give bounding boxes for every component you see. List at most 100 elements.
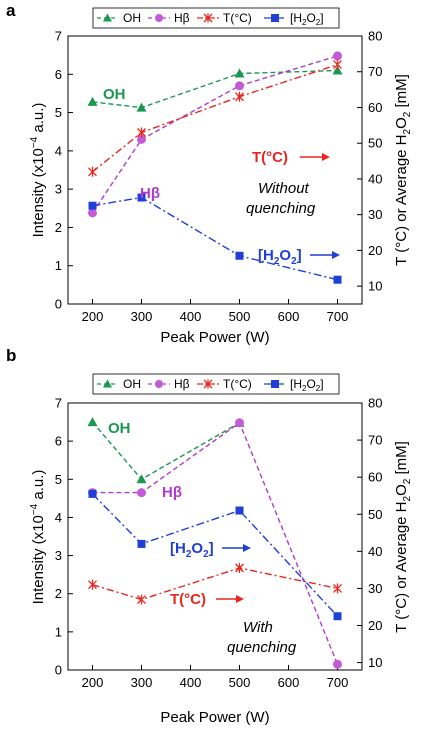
y-axis-right-title-a: T (°C) or Average H2O2 [mM] xyxy=(393,74,413,266)
plot-frame-a xyxy=(67,35,363,305)
y-right-tick-label: 30 xyxy=(368,207,382,222)
annotation-hbeta-b: Hβ xyxy=(162,484,182,501)
y-left-tick-label: 2 xyxy=(55,586,62,601)
data-point-t xyxy=(333,59,342,70)
series-line-hbeta xyxy=(91,55,338,214)
y-right-tick-label: 20 xyxy=(368,618,382,633)
data-point-t xyxy=(235,91,244,102)
y-left-tick-label: 3 xyxy=(55,548,62,563)
data-point-hbeta xyxy=(137,134,146,144)
series-line-h2o2 xyxy=(92,196,338,281)
legend-frame-a xyxy=(92,7,340,29)
data-point-hbeta xyxy=(137,488,146,498)
panel-label-a: a xyxy=(6,1,16,20)
y-left-tick-label: 3 xyxy=(55,182,62,197)
data-point-h2o2 xyxy=(333,612,342,621)
data-point-h2o2 xyxy=(88,489,97,498)
y-axis-left-title-a: Intensity (x10−4 a.u.) xyxy=(29,103,47,238)
y-right-tick-label: 50 xyxy=(368,136,382,151)
data-point-t xyxy=(88,579,97,590)
legend-t-label: T(°C) xyxy=(223,377,252,391)
data-point-oh xyxy=(136,474,147,484)
arrow-h2o2-a xyxy=(310,251,340,259)
y-right-tick-label: 60 xyxy=(368,100,382,115)
note-line2-a: quenching xyxy=(246,200,316,217)
x-tick-label: 400 xyxy=(180,309,202,324)
data-point-oh xyxy=(87,96,98,106)
x-tick-label: 700 xyxy=(327,675,349,690)
annotation-t-b: T(°C) xyxy=(170,591,206,608)
y-left-tick-label: 5 xyxy=(55,105,62,120)
x-axis-title-a: Peak Power (W) xyxy=(160,329,269,346)
legend-h2o2-marker xyxy=(271,380,279,388)
y-right-tick-label: 20 xyxy=(368,243,382,258)
legend-hbeta-label: Hβ xyxy=(174,377,190,391)
data-point-h2o2 xyxy=(235,506,244,515)
y-right-tick-label: 70 xyxy=(368,433,382,448)
series-group-b xyxy=(87,417,342,669)
x-tick-label: 500 xyxy=(229,309,251,324)
data-point-h2o2 xyxy=(235,251,244,260)
legend-hbeta-marker xyxy=(155,14,163,22)
series-line-oh xyxy=(92,69,338,109)
x-tick-label: 600 xyxy=(278,309,300,324)
annotation-hbeta-a: Hβ xyxy=(140,185,160,202)
legend-t-marker xyxy=(203,13,213,23)
y-left-tick-label: 0 xyxy=(55,663,62,678)
legend-t-marker xyxy=(203,379,213,389)
series-line-t xyxy=(92,63,338,173)
legend-b: OH Hβ T(°C) [H2O2] xyxy=(92,373,340,395)
y-left-tick-label: 1 xyxy=(55,624,62,639)
axis-ticks-a: 200 300 400 500 600 700 0 1 2 3 4 5 6 7 10 20 30 40 50 60 70… xyxy=(55,29,383,325)
data-point-oh xyxy=(332,65,343,75)
annotation-oh-a: OH xyxy=(103,86,126,103)
data-point-hbeta xyxy=(235,81,244,91)
x-tick-label: 300 xyxy=(131,675,153,690)
y-right-tick-label: 60 xyxy=(368,470,382,485)
data-point-t xyxy=(235,563,244,574)
panel-b: b 200 300 400 500 600 700 0 1 2 3 4 5 6 7 10 20 30 40 50 60… xyxy=(6,346,413,726)
axis-ticks-b: 200 300 400 500 600 700 0 1 2 3 4 5 6 7 10 20 30 40 50 60 70… xyxy=(55,396,383,691)
data-point-t xyxy=(137,594,146,605)
y-right-tick-label: 80 xyxy=(368,29,382,44)
data-point-hbeta xyxy=(235,418,244,428)
y-left-tick-label: 6 xyxy=(55,434,62,449)
y-right-tick-label: 80 xyxy=(368,396,382,411)
y-left-tick-label: 5 xyxy=(55,472,62,487)
data-point-hbeta xyxy=(333,51,342,61)
legend-oh-marker xyxy=(103,379,112,388)
annotation-h2o2-a: [H2O2] xyxy=(258,247,302,267)
y-right-tick-label: 10 xyxy=(368,655,382,670)
data-point-h2o2 xyxy=(88,201,97,210)
y-left-tick-label: 7 xyxy=(55,29,62,44)
y-right-tick-label: 40 xyxy=(368,544,382,559)
y-right-tick-label: 70 xyxy=(368,64,382,79)
legend-h2o2-label: [H2O2] xyxy=(290,377,324,393)
note-line2-b: quenching xyxy=(227,639,297,656)
note-line1-b: With xyxy=(243,619,273,636)
data-point-t xyxy=(137,127,146,138)
x-axis-title-b: Peak Power (W) xyxy=(160,709,269,726)
y-right-tick-label: 30 xyxy=(368,581,382,596)
data-point-t xyxy=(88,166,97,177)
legend-h2o2-marker xyxy=(271,14,279,22)
note-line1-a: Without xyxy=(258,180,310,197)
y-axis-left-title-b: Intensity (x10−4 a.u.) xyxy=(29,470,47,605)
plot-frame-b xyxy=(67,402,363,671)
x-tick-label: 400 xyxy=(180,675,202,690)
data-point-oh xyxy=(234,68,245,78)
x-tick-label: 700 xyxy=(327,309,349,324)
annotation-t-a: T(°C) xyxy=(252,149,288,166)
legend-frame-b xyxy=(92,373,340,395)
legend-hbeta-marker xyxy=(155,380,163,388)
data-point-oh xyxy=(136,102,147,112)
legend-oh-label: OH xyxy=(123,377,141,391)
y-left-tick-label: 7 xyxy=(55,396,62,411)
legend-t-label: T(°C) xyxy=(223,11,252,25)
data-point-h2o2 xyxy=(333,275,342,284)
panel-a: a 200 300 400 500 600 700 0 1 2 3 4 5 6 7 10 20 30 40 50 60… xyxy=(6,1,413,346)
arrow-h2o2-b xyxy=(222,544,251,552)
x-tick-label: 200 xyxy=(82,309,104,324)
y-axis-right-title-b: T (°C) or Average H2O2 [mM] xyxy=(393,441,413,633)
